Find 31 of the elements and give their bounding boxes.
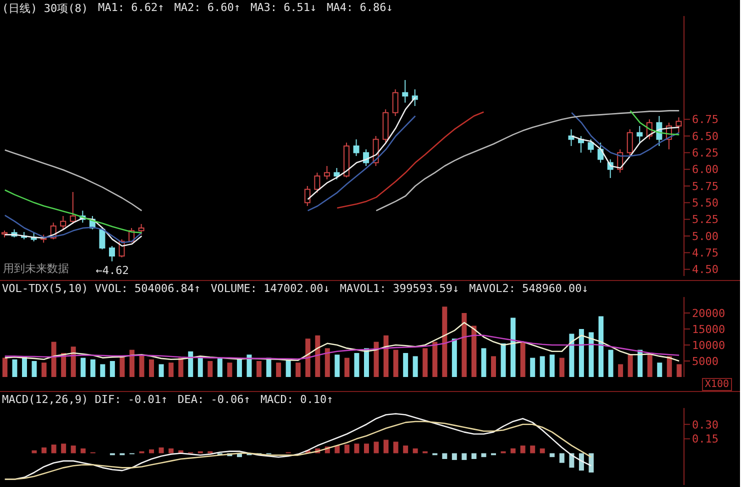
y-tick-label: 10000: [692, 338, 726, 352]
y-tick-label: 0.30: [692, 418, 718, 432]
y-tick-label: 5000: [692, 354, 718, 368]
text: MA3: 6.51↓: [250, 1, 317, 16]
y-tick-label: 6.00: [692, 163, 718, 176]
text: VOLUME: 147002.00↓: [210, 282, 330, 295]
text: MA4: 6.86↓: [326, 1, 393, 16]
y-tick-label: 6.25: [692, 146, 718, 160]
text: MACD(12,26,9) DIF: -0.01↑: [2, 393, 168, 406]
annotation: ←4.62: [96, 264, 129, 278]
y-tick-label: 4.75: [692, 246, 718, 260]
text: MACD: 0.10↑: [260, 393, 334, 406]
text: MAVOL2: 548960.00↓: [469, 282, 588, 295]
text: DEA: -0.06↑: [178, 393, 250, 406]
y-tick-label: 0.15: [692, 432, 718, 446]
text: VOL-TDX(5,10) VVOL: 504006.84↑: [2, 282, 201, 295]
y-tick-label: 6.75: [692, 113, 718, 126]
y-tick-label: 5.25: [692, 213, 718, 226]
y-tick-label: 5.50: [692, 196, 718, 210]
text: MAVOL1: 399593.59↓: [340, 282, 460, 295]
y-tick-label: 15000: [692, 322, 726, 336]
y-tick-label: 4.50: [692, 263, 718, 276]
y-tick-label: 20000: [692, 306, 726, 320]
y-tick-label: 5.00: [692, 230, 718, 243]
y-tick-label: 6.50: [692, 130, 718, 143]
text: MA1: 6.62↑: [98, 1, 164, 16]
annotation: 用到未来数据: [3, 261, 69, 276]
text: X100: [702, 378, 732, 391]
y-tick-label: 5.75: [692, 180, 718, 193]
text: (日线) 30项(8): [2, 1, 88, 16]
text: MA2: 6.60↑: [174, 1, 240, 16]
